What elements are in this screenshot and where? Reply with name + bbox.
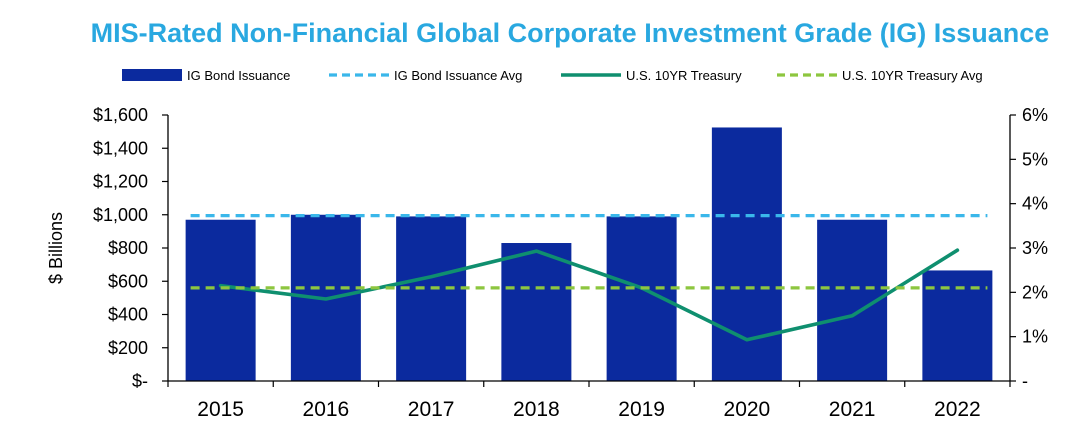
y2-tick-label: 2% bbox=[1022, 282, 1048, 302]
y-tick-label: $200 bbox=[108, 338, 148, 358]
bar-2018 bbox=[501, 243, 572, 381]
legend-label-ig-bond-issuance: IG Bond Issuance bbox=[187, 68, 290, 83]
y-tick-label: $1,000 bbox=[93, 205, 148, 225]
bar-2020 bbox=[711, 127, 782, 381]
y-tick-label: $1,200 bbox=[93, 172, 148, 192]
y-tick-label: $400 bbox=[108, 305, 148, 325]
y-tick-label: $1,400 bbox=[93, 138, 148, 158]
x-tick-label: 2018 bbox=[513, 398, 560, 421]
y-tick-label: $- bbox=[132, 371, 148, 391]
plot-area: $- $200 $400 $600 $800 $1,000 $1,200 $1,400 $1,6… bbox=[93, 105, 1048, 421]
y-tick-label: $600 bbox=[108, 271, 148, 291]
legend-swatch-ig-bond-issuance bbox=[122, 69, 182, 81]
y2-tick-label: 1% bbox=[1022, 327, 1048, 347]
y-tick-label: $1,600 bbox=[93, 105, 148, 125]
legend: IG Bond Issuance IG Bond Issuance Avg U.S.… bbox=[122, 68, 983, 83]
x-tick-label: 2016 bbox=[303, 398, 350, 421]
y-tick-label: $800 bbox=[108, 238, 148, 258]
x-tick-label: 2020 bbox=[724, 398, 771, 421]
legend-label-u-s-10yr-treasury: U.S. 10YR Treasury bbox=[626, 68, 742, 83]
bar-2017 bbox=[396, 216, 467, 381]
chart-title: MIS-Rated Non-Financial Global Corporate… bbox=[91, 18, 1050, 48]
y2-tick-label: 5% bbox=[1022, 149, 1048, 169]
x-tick-label: 2019 bbox=[618, 398, 665, 421]
y2-tick-label: 6% bbox=[1022, 105, 1048, 125]
x-tick-label: 2022 bbox=[934, 398, 981, 421]
y2-tick-label: 3% bbox=[1022, 238, 1048, 258]
legend-label-ig-bond-issuance-avg: IG Bond Issuance Avg bbox=[394, 68, 522, 83]
x-tick-label: 2015 bbox=[197, 398, 244, 421]
x-tick-label: 2021 bbox=[829, 398, 876, 421]
legend-label-u-s-10yr-treasury-avg: U.S. 10YR Treasury Avg bbox=[842, 68, 983, 83]
y2-tick-label: - bbox=[1022, 371, 1028, 391]
x-tick-label: 2017 bbox=[408, 398, 455, 421]
y2-tick-label: 4% bbox=[1022, 194, 1048, 214]
y-axis-label: $ Billions bbox=[46, 212, 66, 284]
bar-2015 bbox=[185, 219, 256, 381]
series-line-u-s-10yr-treasury bbox=[218, 248, 960, 342]
